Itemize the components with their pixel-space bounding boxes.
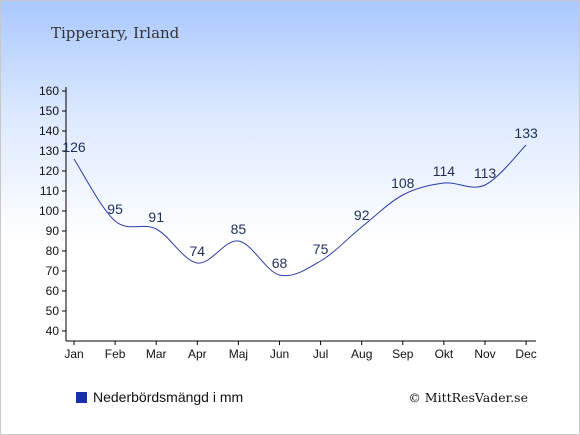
- data-label: 74: [190, 243, 206, 259]
- y-tick-label: 40: [46, 324, 60, 338]
- y-tick-label: 50: [46, 304, 60, 318]
- x-tick-label: Maj: [229, 347, 248, 361]
- x-tick-label: Nov: [474, 347, 495, 361]
- x-tick-label: Sep: [392, 347, 414, 361]
- x-tick-label: Jun: [270, 347, 289, 361]
- site-credit: © MittResVader.se: [408, 390, 528, 405]
- data-label: 108: [391, 175, 415, 191]
- data-label: 114: [433, 163, 456, 179]
- y-tick-label: 70: [46, 264, 60, 278]
- y-tick-label: 110: [40, 184, 59, 198]
- y-tick-label: 80: [46, 244, 60, 258]
- legend-label: Nederbördsmängd i mm: [93, 389, 243, 405]
- series-line: [73, 144, 527, 277]
- x-tick-label: Mar: [146, 347, 167, 361]
- y-tick-label: 150: [39, 104, 59, 118]
- data-label: 75: [313, 241, 329, 257]
- data-label: 91: [148, 209, 164, 225]
- y-tick-label: 100: [39, 204, 59, 218]
- data-label: 113: [474, 165, 497, 181]
- y-axis-ticks: 40 50 60 70 80 90 100 110 120 130 140 150 160: [39, 84, 66, 338]
- place-title: Tipperary, Irland: [51, 24, 180, 42]
- axes: [65, 87, 536, 342]
- y-tick-label: 120: [39, 164, 59, 178]
- data-labels: 126 95 91 74 85 68 75 92 108 114 113 133: [62, 125, 538, 271]
- x-tick-label: Apr: [188, 347, 207, 361]
- legend: Nederbördsmängd i mm: [76, 389, 243, 405]
- y-tick-label: 160: [39, 84, 59, 98]
- y-tick-label: 90: [46, 224, 60, 238]
- data-label: 92: [354, 207, 370, 223]
- x-tick-label: Jan: [64, 347, 83, 361]
- x-tick-label: Aug: [351, 347, 372, 361]
- x-axis-ticks: Jan Feb Mar Apr Maj Jun Jul Aug Sep Okt Nov Dec: [64, 341, 537, 361]
- x-tick-label: Feb: [105, 347, 126, 361]
- x-tick-label: Jul: [313, 347, 328, 361]
- data-label: 126: [62, 139, 86, 155]
- legend-swatch: [76, 392, 87, 403]
- y-tick-label: 130: [39, 144, 59, 158]
- x-tick-label: Dec: [515, 347, 536, 361]
- y-tick-label: 140: [39, 124, 59, 138]
- x-tick-label: Okt: [435, 347, 454, 361]
- data-label: 85: [231, 221, 247, 237]
- data-label: 95: [107, 201, 123, 217]
- data-label: 68: [272, 255, 288, 271]
- data-label: 133: [514, 125, 538, 141]
- y-tick-label: 60: [46, 284, 60, 298]
